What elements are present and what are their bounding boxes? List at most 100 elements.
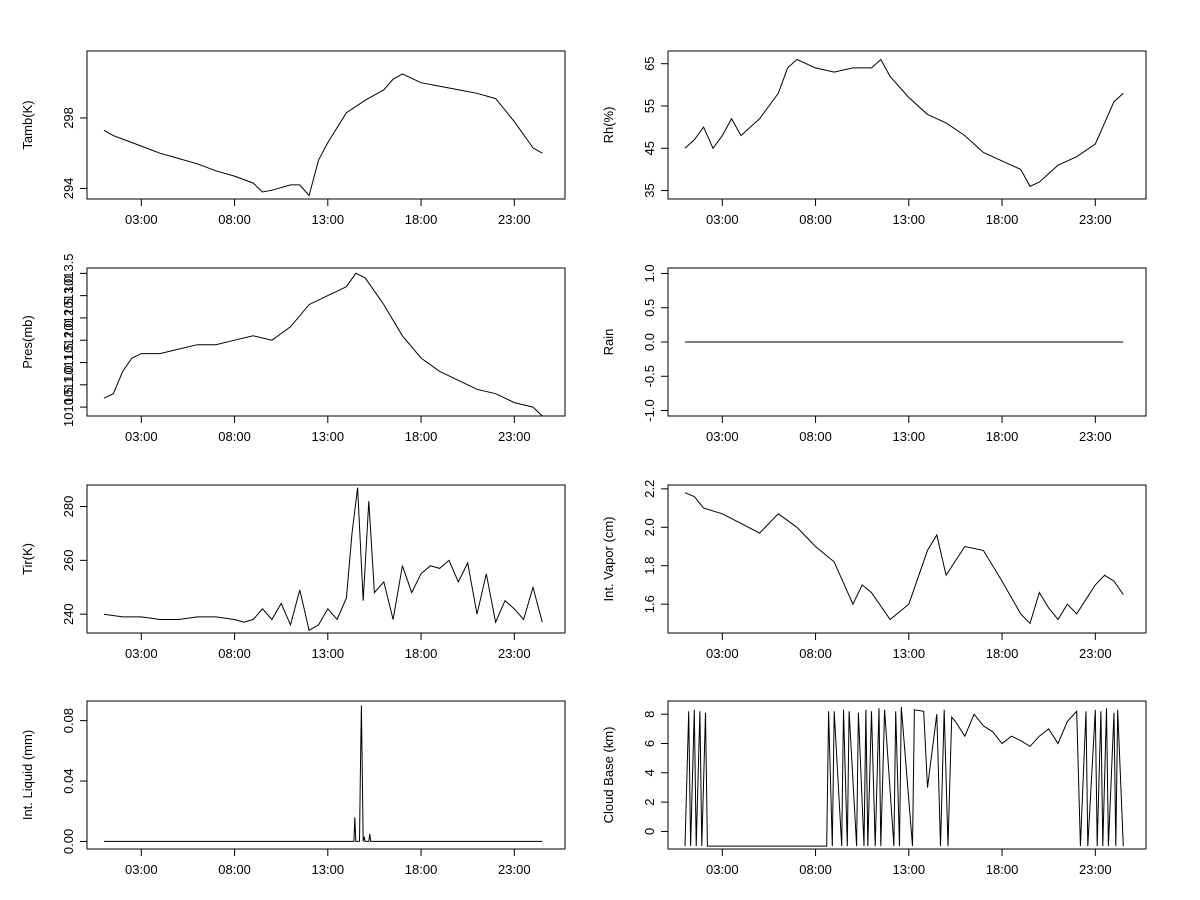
y-tick-label: 2.0 xyxy=(642,518,657,536)
series-line xyxy=(104,705,543,842)
x-tick-label: 08:00 xyxy=(799,646,832,661)
x-tick-label: 08:00 xyxy=(799,862,832,877)
x-tick-label: 23:00 xyxy=(498,862,531,877)
y-tick-label: 298 xyxy=(61,107,76,129)
x-tick-label: 03:00 xyxy=(125,212,158,227)
chart-panel-5: 03:00 08:00 13:00 18:00 23:00 240 260 280 Tir(K) xyxy=(20,484,566,661)
chart-panel-4: 03:00 08:00 13:00 18:00 23:00 -1.0 -0.5 0.0 0.5 1… xyxy=(601,264,1147,444)
y-tick-label: 0.00 xyxy=(61,829,76,854)
y-tick-label: 240 xyxy=(61,603,76,625)
y-axis-label: Tir(K) xyxy=(20,543,35,575)
y-tick-label: 1.0 xyxy=(642,264,657,282)
series-line xyxy=(103,272,543,417)
y-axis-label: Pres(mb) xyxy=(20,315,35,368)
y-tick-label: 4 xyxy=(642,769,657,776)
series-line xyxy=(684,58,1124,187)
y-tick-label: 1010.5 xyxy=(61,387,76,427)
x-tick-label: 18:00 xyxy=(405,429,438,444)
chart-panel-6: 03:00 08:00 13:00 18:00 23:00 1.6 1.8 2.0 2.2 Int… xyxy=(601,480,1147,661)
y-tick-label: 280 xyxy=(61,496,76,518)
y-tick-label: 1013.5 xyxy=(61,253,76,293)
y-tick-label: 0.08 xyxy=(61,708,76,733)
y-tick-label: 2 xyxy=(642,798,657,805)
y-tick-label: 0.5 xyxy=(642,299,657,317)
x-tick-label: 13:00 xyxy=(312,212,345,227)
y-tick-label: 55 xyxy=(642,99,657,113)
x-tick-label: 18:00 xyxy=(986,429,1019,444)
x-tick-label: 18:00 xyxy=(405,646,438,661)
y-axis-label: Rain xyxy=(601,329,616,356)
y-tick-label: 0.04 xyxy=(61,768,76,793)
x-tick-label: 18:00 xyxy=(986,862,1019,877)
y-axis-label: Cloud Base (km) xyxy=(601,727,616,824)
y-axis-label: Int. Liquid (mm) xyxy=(20,730,35,820)
y-tick-label: 1011.0 xyxy=(61,365,76,404)
y-tick-label: 45 xyxy=(642,141,657,155)
x-tick-label: 23:00 xyxy=(498,646,531,661)
x-tick-label: 03:00 xyxy=(125,429,158,444)
x-tick-label: 23:00 xyxy=(1079,862,1112,877)
y-axis-label: Int. Vapor (cm) xyxy=(601,516,616,601)
x-tick-label: 13:00 xyxy=(312,646,345,661)
y-tick-label: 1012.0 xyxy=(61,320,76,360)
x-tick-label: 23:00 xyxy=(1079,646,1112,661)
plot-frame xyxy=(86,700,566,850)
x-tick-label: 03:00 xyxy=(706,646,739,661)
y-tick-label: 1012.5 xyxy=(61,298,76,338)
x-tick-label: 08:00 xyxy=(799,429,832,444)
x-tick-label: 23:00 xyxy=(1079,212,1112,227)
chart-panel-8: 03:00 08:00 13:00 18:00 23:00 0 2 4 6 8 Cloud Base… xyxy=(601,700,1147,877)
y-tick-label: 1013.0 xyxy=(61,276,76,316)
y-tick-label: 6 xyxy=(642,740,657,747)
y-tick-label: 8 xyxy=(642,711,657,718)
y-tick-label: 1.8 xyxy=(642,557,657,575)
y-tick-label: 65 xyxy=(642,56,657,70)
y-tick-label: 0 xyxy=(642,828,657,835)
chart-panel-7: 03:00 08:00 13:00 18:00 23:00 0.00 0.04 0.08 Int… xyxy=(20,700,566,877)
y-tick-label: 2.2 xyxy=(642,480,657,498)
x-tick-label: 08:00 xyxy=(218,646,251,661)
x-tick-label: 18:00 xyxy=(405,212,438,227)
plot-frame xyxy=(86,50,566,200)
x-tick-label: 23:00 xyxy=(498,429,531,444)
chart-panel-2: 03:00 08:00 13:00 18:00 23:00 35 45 55 65 Rh(%) xyxy=(601,50,1147,227)
series-line xyxy=(684,492,1124,625)
x-tick-label: 13:00 xyxy=(312,862,345,877)
y-tick-label: -1.0 xyxy=(642,399,657,421)
y-axis-label: Rh(%) xyxy=(601,107,616,144)
x-tick-label: 03:00 xyxy=(125,862,158,877)
series-line xyxy=(103,487,543,632)
plot-frame xyxy=(667,484,1147,634)
x-tick-label: 13:00 xyxy=(893,646,926,661)
x-tick-label: 08:00 xyxy=(218,862,251,877)
plot-frame xyxy=(86,267,566,417)
x-tick-label: 03:00 xyxy=(125,646,158,661)
x-tick-label: 23:00 xyxy=(498,212,531,227)
y-axis-label: Tamb(K) xyxy=(20,100,35,149)
x-tick-label: 03:00 xyxy=(706,862,739,877)
x-tick-label: 23:00 xyxy=(1079,429,1112,444)
y-tick-label: 0.0 xyxy=(642,333,657,351)
x-tick-label: 18:00 xyxy=(986,212,1019,227)
x-tick-label: 08:00 xyxy=(218,429,251,444)
x-tick-label: 13:00 xyxy=(893,429,926,444)
x-tick-label: 13:00 xyxy=(893,212,926,227)
y-tick-label: 1.6 xyxy=(642,595,657,613)
chart-panel-1: 03:00 08:00 13:00 18:00 23:00 294 298 Tamb(K) xyxy=(20,50,566,227)
x-tick-label: 08:00 xyxy=(799,212,832,227)
x-tick-label: 03:00 xyxy=(706,212,739,227)
plot-frame xyxy=(667,50,1147,200)
plot-frame xyxy=(667,700,1147,850)
x-tick-label: 18:00 xyxy=(986,646,1019,661)
series-line xyxy=(103,73,543,197)
x-tick-label: 13:00 xyxy=(312,429,345,444)
y-tick-label: 35 xyxy=(642,183,657,197)
x-tick-label: 03:00 xyxy=(706,429,739,444)
y-tick-label: 294 xyxy=(61,178,76,200)
series-line xyxy=(684,706,1124,847)
x-tick-label: 08:00 xyxy=(218,212,251,227)
y-tick-label: -0.5 xyxy=(642,365,657,387)
plot-frame xyxy=(86,484,566,634)
